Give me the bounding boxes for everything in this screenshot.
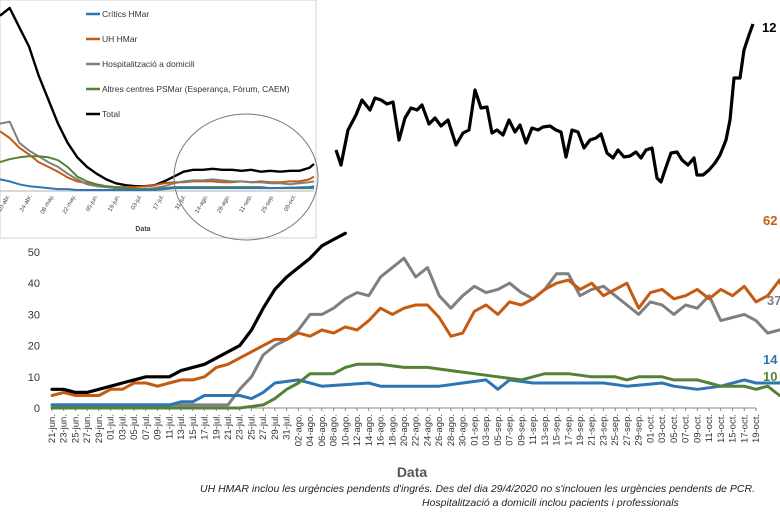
x-tick-label: 19-oct. [751, 414, 762, 443]
x-tick-label: 21-sep. [587, 414, 598, 446]
series-uh-hmar [50, 278, 780, 397]
x-tick-label: 31-jul. [282, 414, 293, 440]
y-tick-label: 20 [28, 341, 40, 353]
x-tick-label: 11-sep. [528, 414, 539, 445]
x-tick-label: 26-ago. [434, 414, 445, 446]
series-critics-hmar [50, 378, 780, 407]
inset-frame [0, 0, 317, 239]
end-label-critics-hmar: 14 [763, 352, 778, 367]
x-tick-label: 19-jul. [211, 414, 222, 440]
x-tick-label: 15-oct. [728, 414, 739, 443]
x-tick-label: 07-jul. [141, 414, 152, 440]
x-tick-label: 15-jul. [188, 414, 199, 440]
x-tick-label: 29-jul. [270, 414, 281, 440]
x-tick-label: 05-jul. [129, 414, 140, 440]
x-tick-label: 25-jun. [70, 414, 81, 443]
x-tick-label: 05-sep. [493, 414, 504, 446]
zoom-highlight-ellipse [173, 113, 319, 241]
x-tick-label: 30-ago. [458, 414, 469, 446]
x-tick-label: 09-jul. [153, 414, 164, 440]
x-tick-label: 19-sep. [575, 414, 586, 446]
x-tick-label: 06-ago. [317, 414, 328, 446]
y-tick-label: 30 [28, 309, 40, 321]
x-tick-label: 27-sep. [622, 414, 633, 446]
x-tick-label: 11-jul. [164, 414, 175, 439]
x-tick-label: 29-sep. [634, 414, 645, 446]
series-altres-centres-psmar-esperanca-forum-caem [50, 362, 780, 410]
x-tick-label: 27-jul. [258, 414, 269, 440]
x-tick-label: 13-jul. [176, 414, 187, 440]
x-tick-label: 12-ago. [352, 414, 363, 446]
series-hospitalitzacio-a-domicili [50, 256, 780, 407]
end-label-total: 12 [762, 20, 776, 35]
x-tick-label: 11-oct. [704, 414, 715, 442]
series-total [50, 231, 347, 394]
inset-chart: 10-abr. 24-abr. 08-may. 22-may. 05-jun. 19-ju… [0, 0, 319, 241]
x-tick-label: 03-jul. [117, 414, 128, 440]
footnote-1: UH HMAR inclou les urgències pendents d'… [200, 483, 755, 495]
x-tick-label: 05-oct. [669, 414, 680, 443]
x-tick-label: 10-ago. [340, 414, 351, 446]
y-tick-label: 50 [28, 247, 40, 259]
x-tick-label: 01-sep. [469, 414, 480, 446]
x-tick-label: 13-oct. [716, 414, 727, 443]
legend-label-altres-centres-psmar-esperanca-forum-caem: Altres centres PSMar (Esperança, Fòrum, … [102, 84, 290, 94]
x-tick-label: 02-ago. [293, 414, 304, 446]
y-tick-label: 40 [28, 278, 40, 290]
x-tick-label: 29-jun. [94, 414, 105, 443]
x-tick-label: 13-sep. [540, 414, 551, 446]
x-tick-label: 23-jul. [235, 414, 246, 440]
x-tick-label: 17-sep. [563, 414, 574, 446]
x-tick-label: 09-oct. [692, 414, 703, 443]
x-tick-label: 21-jul. [223, 414, 234, 440]
y-tick-label: 0 [34, 403, 40, 415]
x-tick-label: 22-ago. [411, 414, 422, 446]
x-tick-label: 01-oct. [645, 414, 656, 443]
x-tick-label: 18-ago. [387, 414, 398, 446]
legend-label-critics-hmar: Crítics HMar [102, 9, 149, 19]
x-tick-label: 15-sep. [552, 414, 563, 446]
legend-label-uh-hmar: UH HMar [102, 34, 138, 44]
x-tick-label: 01-jul. [106, 414, 117, 440]
x-axis-title: Data [397, 464, 428, 480]
x-tick-label: 14-ago. [364, 414, 375, 446]
x-tick-label: 23-jun. [59, 414, 70, 443]
x-tick-label: 25-sep. [610, 414, 621, 446]
x-tick-label: 03-sep. [481, 414, 492, 446]
inset-series-critics-hmar [0, 178, 315, 191]
x-tick-label: 20-ago. [399, 414, 410, 446]
footnote-2: Hospitalització a domicili inclou pacien… [422, 497, 679, 509]
end-label-hospitalitzacio-a-domicili: 37 [767, 293, 780, 308]
x-tick-label: 28-ago. [446, 414, 457, 446]
y-tick-label: 10 [28, 372, 40, 384]
x-tick-label: 08-ago. [329, 414, 340, 446]
inset-series-hospitalitzacio-a-domicili [0, 120, 315, 191]
x-tick-label: 21-jun. [47, 414, 58, 443]
inset-x-axis-title: Data [135, 226, 150, 233]
legend-label-hospitalitzacio-a-domicili: Hospitalització a domicili [102, 59, 195, 69]
x-tick-label: 23-sep. [598, 414, 609, 446]
end-label-altres-centres-psmar-esperanca-forum-caem: 10 [763, 369, 777, 384]
x-tick-label: 09-sep. [516, 414, 527, 446]
x-tick-label: 03-oct. [657, 414, 668, 443]
inset-x-tick-label: 10-abr. [0, 194, 12, 213]
x-tick-label: 25-jul. [246, 414, 257, 440]
series-total-upper [334, 23, 755, 184]
x-tick-label: 04-ago. [305, 414, 316, 446]
x-tick-label: 17-jul. [200, 414, 211, 440]
legend-label-total: Total [102, 109, 120, 119]
x-tick-label: 07-sep. [505, 414, 516, 446]
x-tick-label: 24-ago. [422, 414, 433, 446]
x-tick-label: 16-ago. [376, 414, 387, 446]
x-tick-label: 17-oct. [739, 414, 750, 443]
x-tick-label: 27-jun. [82, 414, 93, 443]
end-label-uh-hmar: 62 [763, 213, 777, 228]
x-tick-label: 07-oct. [681, 414, 692, 443]
